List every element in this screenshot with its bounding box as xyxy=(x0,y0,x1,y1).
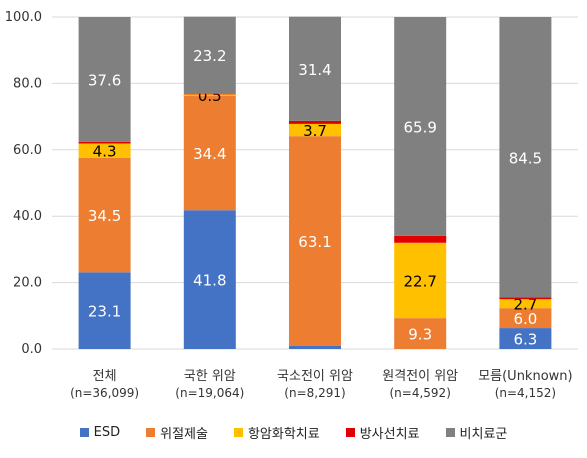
x-tick-sublabel-3: (n=4,592) xyxy=(390,386,451,400)
legend-swatch-radiotherapy xyxy=(345,427,355,437)
data-label-4-2: 2.7 xyxy=(513,296,537,314)
bar-segment-4-4 xyxy=(499,17,552,298)
legend-swatch-chemotherapy xyxy=(233,427,243,437)
legend-label-radiotherapy: 방사선치료 xyxy=(359,426,420,442)
y-tick-label-4: 80.0 xyxy=(13,76,42,91)
bar-segment-0-1 xyxy=(78,157,131,273)
bar-segment-3-1 xyxy=(394,318,447,349)
y-tick-label-5: 100.0 xyxy=(5,10,42,25)
x-tick-label-1: 국한 위암 xyxy=(184,369,236,384)
data-label-4-1: 6.0 xyxy=(513,310,537,328)
bar-segment-1-0 xyxy=(183,210,236,349)
legend-item-chemotherapy: 항암화학치료 xyxy=(233,423,320,442)
bar-segment-0-0 xyxy=(78,272,131,349)
x-tick-label-0: 전체 xyxy=(93,369,117,384)
data-label-4-0: 6.3 xyxy=(513,331,537,349)
chart-legend: ESD 위절제술 항암화학치료 방사선치료 비치료군 xyxy=(0,420,587,444)
bar-segment-4-1 xyxy=(499,308,552,329)
bar-segment-1-4 xyxy=(183,16,236,94)
x-tick-label-3: 원격전이 위암 xyxy=(382,369,458,384)
x-tick-sublabel-1: (n=19,064) xyxy=(175,386,244,400)
bar-segment-2-4 xyxy=(289,16,341,121)
x-tick-sublabel-2: (n=8,291) xyxy=(284,386,345,400)
bar-segment-4-0 xyxy=(499,328,552,349)
data-label-0-4: 37.6 xyxy=(88,71,121,89)
x-tick-sublabel-4: (n=4,152) xyxy=(495,386,556,400)
x-tick-label-4: 모름(Unknown) xyxy=(478,369,572,384)
bar-segment-2-3 xyxy=(289,120,341,124)
legend-swatch-untreated xyxy=(445,427,455,437)
x-tick-label-2: 국소전이 위암 xyxy=(277,369,353,384)
data-label-2-2: 3.7 xyxy=(303,122,327,140)
legend-swatch-gastrectomy xyxy=(146,427,156,437)
legend-item-untreated: 비치료군 xyxy=(445,423,508,442)
legend-label-untreated: 비치료군 xyxy=(459,426,508,442)
legend-label-gastrectomy: 위절제술 xyxy=(160,426,208,442)
bar-segment-1-2 xyxy=(183,94,236,97)
data-label-3-2: 22.7 xyxy=(403,272,436,290)
bar-segment-0-3 xyxy=(78,141,131,144)
x-tick-sublabel-0: (n=36,099) xyxy=(70,386,139,400)
legend-label-chemotherapy: 항암화학치료 xyxy=(247,426,320,442)
y-tick-label-2: 40.0 xyxy=(13,209,42,224)
data-label-0-1: 34.5 xyxy=(88,207,121,225)
data-label-1-4: 23.2 xyxy=(193,47,226,65)
stacked-bar-chart: 0.0 20.0 40.0 60.0 80.0 100.0 23.1 34.5 4.3 37.6 전… xyxy=(5,10,578,400)
legend-item-esd: ESD xyxy=(79,424,121,440)
bar-segment-3-2 xyxy=(394,242,447,319)
bar-segment-2-1 xyxy=(289,136,341,346)
bar-segment-2-2 xyxy=(289,123,341,137)
data-label-1-0: 41.8 xyxy=(193,272,226,290)
bar-segment-1-1 xyxy=(183,96,236,211)
bar-segment-0-2 xyxy=(78,143,131,158)
y-tick-label-0: 0.0 xyxy=(21,342,42,357)
legend-swatch-esd xyxy=(79,427,89,437)
data-label-3-1: 9.3 xyxy=(408,326,432,344)
bar-segment-0-4 xyxy=(78,17,131,142)
bar-segment-3-3 xyxy=(394,235,447,243)
legend-label-esd: ESD xyxy=(93,424,121,440)
data-label-0-0: 23.1 xyxy=(88,303,121,321)
y-tick-label-1: 20.0 xyxy=(13,276,42,291)
bar-segment-2-0 xyxy=(289,345,341,349)
data-label-2-1: 63.1 xyxy=(298,233,331,251)
data-label-1-1: 34.4 xyxy=(193,145,226,163)
bar-segment-1-3 xyxy=(183,93,236,95)
data-label-0-2: 4.3 xyxy=(93,143,117,161)
legend-item-radiotherapy: 방사선치료 xyxy=(345,423,420,442)
data-label-3-4: 65.9 xyxy=(403,118,436,136)
bar-segment-4-2 xyxy=(499,299,552,309)
data-label-4-4: 84.5 xyxy=(509,149,542,167)
data-label-2-4: 31.4 xyxy=(298,61,331,79)
bar-segment-3-4 xyxy=(394,17,447,236)
legend-item-gastrectomy: 위절제술 xyxy=(146,423,208,442)
bar-segment-4-3 xyxy=(499,297,552,300)
y-tick-label-3: 60.0 xyxy=(13,143,42,158)
